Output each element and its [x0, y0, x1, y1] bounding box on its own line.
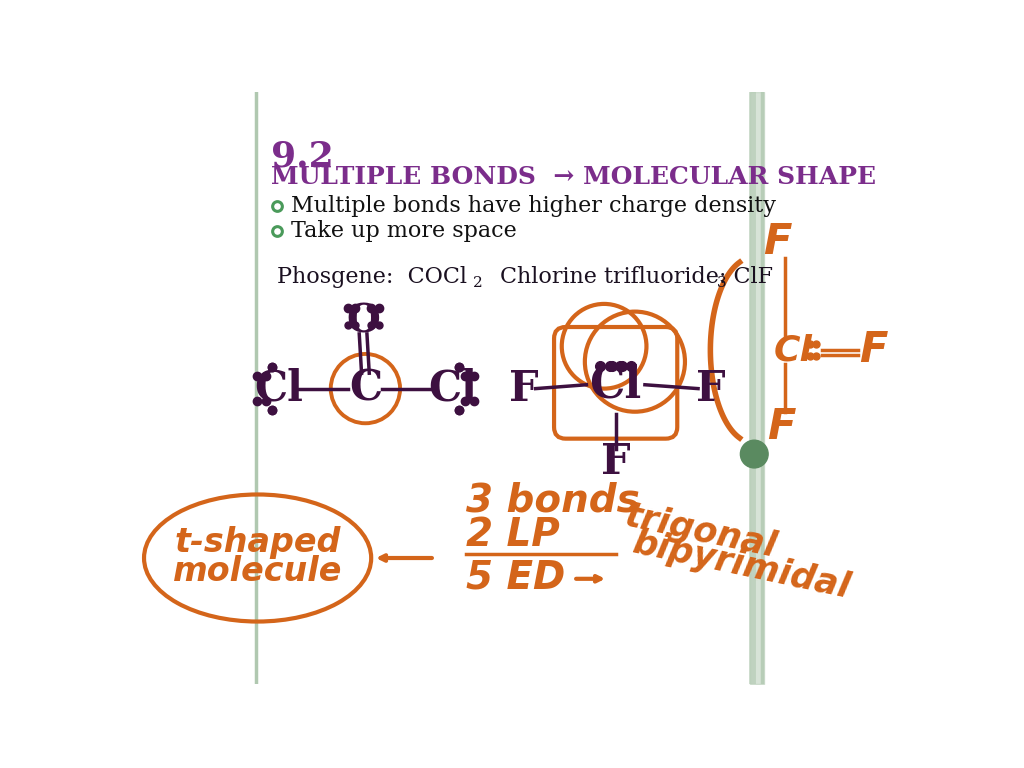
- Text: bipyrimidal: bipyrimidal: [630, 526, 853, 605]
- Text: 9.2: 9.2: [271, 140, 334, 174]
- Text: Chlorine trifluoride: ClF: Chlorine trifluoride: ClF: [500, 266, 773, 288]
- Text: Cl: Cl: [428, 368, 477, 409]
- Text: t-shaped: t-shaped: [174, 526, 341, 559]
- Text: F: F: [763, 221, 792, 263]
- Text: Phosgene:  COCl: Phosgene: COCl: [276, 266, 467, 288]
- Text: molecule: molecule: [173, 554, 342, 588]
- Circle shape: [740, 440, 768, 468]
- Text: 3: 3: [717, 276, 727, 290]
- Text: Cl: Cl: [254, 368, 303, 409]
- Text: F: F: [601, 441, 631, 483]
- Text: Cl: Cl: [773, 333, 812, 367]
- Text: 2: 2: [473, 276, 483, 290]
- Text: O: O: [346, 303, 380, 341]
- Text: F: F: [695, 368, 725, 409]
- Text: trigonal: trigonal: [622, 498, 780, 564]
- Text: Multiple bonds have higher charge density: Multiple bonds have higher charge densit…: [291, 195, 776, 217]
- Text: F: F: [859, 329, 888, 371]
- Text: 3 bonds: 3 bonds: [466, 482, 639, 519]
- Text: C: C: [349, 368, 382, 409]
- Text: Take up more space: Take up more space: [291, 220, 516, 242]
- Text: F: F: [767, 406, 796, 448]
- Text: MULTIPLE BONDS  → MOLECULAR SHAPE: MULTIPLE BONDS → MOLECULAR SHAPE: [271, 165, 877, 189]
- Text: 2 LP: 2 LP: [466, 516, 559, 554]
- Text: Cl: Cl: [590, 363, 642, 406]
- Text: F: F: [509, 368, 538, 409]
- Text: 5 ED: 5 ED: [466, 558, 565, 596]
